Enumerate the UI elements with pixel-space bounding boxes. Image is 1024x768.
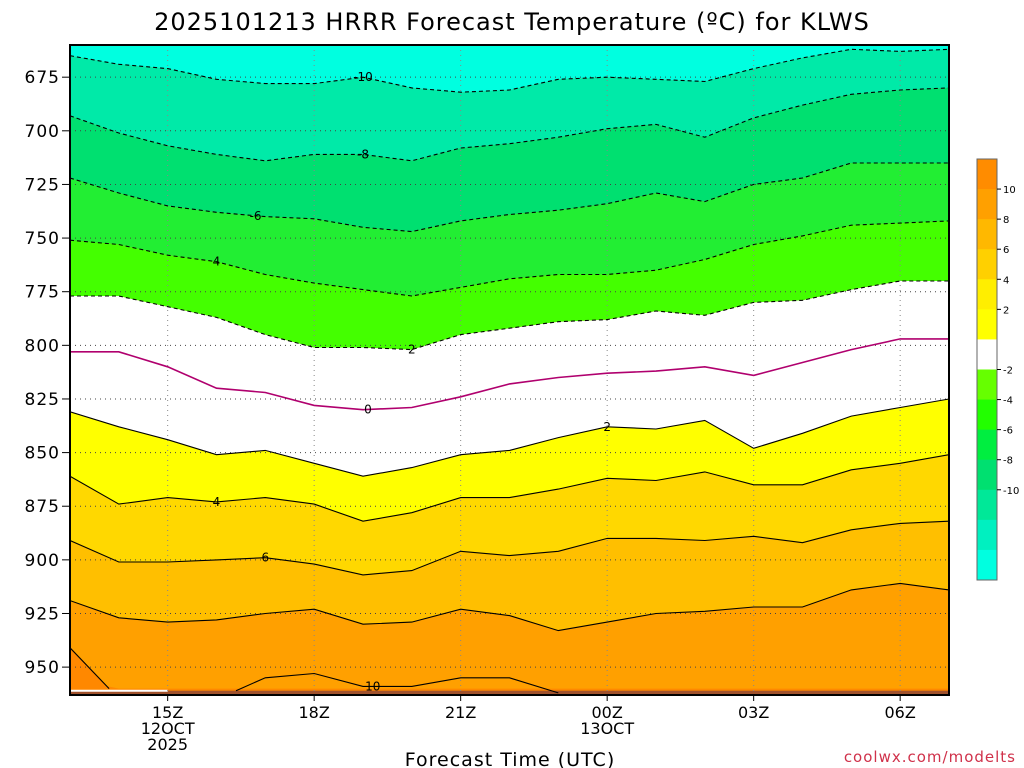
colorbar-swatch	[977, 339, 997, 370]
x-tick-label: 2025	[147, 735, 188, 754]
x-tick-label: 15Z	[152, 703, 183, 722]
colorbar-swatch	[977, 219, 997, 250]
band-4-6	[70, 454, 949, 575]
grid-lines	[70, 45, 949, 695]
contour-line-0	[70, 338, 949, 411]
colorbar-swatch	[977, 399, 997, 431]
colorbar-label: 8	[1003, 215, 1009, 226]
x-tick-label: 06Z	[885, 703, 916, 722]
y-axis: 675 700 725 750 775 800 825 850 875 900 925 950	[25, 68, 70, 678]
colorbar-swatch	[977, 249, 997, 280]
colorbar-swatch	[977, 519, 997, 551]
colorbar-label: 6	[1003, 245, 1009, 256]
contour-line-8	[70, 582, 949, 632]
contour-label-6: 6	[262, 551, 270, 565]
x-tick-label: 00Z	[592, 703, 623, 722]
contour-label--6: -6	[250, 209, 262, 223]
colorbar: 10 8 6 4 2 -2 -4 -6 -8 -10	[976, 158, 1019, 581]
contour-line--4	[70, 220, 949, 297]
band--8--6	[70, 87, 949, 232]
contour-line-10	[70, 647, 110, 689]
colorbar-swatch	[977, 369, 997, 401]
contour-line--2	[70, 280, 949, 351]
band--6--4	[70, 163, 949, 296]
y-tick-label: 775	[25, 283, 60, 303]
colorbar-swatch	[977, 279, 997, 310]
contour-label-2: 2	[603, 420, 611, 434]
band-0-2	[70, 338, 949, 477]
contour-line--6	[70, 162, 949, 233]
colorbar-swatch	[977, 549, 997, 581]
y-tick-label: 675	[25, 68, 60, 88]
band-2-4	[70, 399, 949, 522]
colorbar-swatch	[977, 189, 997, 220]
contour-label-10: 10	[365, 679, 380, 693]
ground-layer	[70, 689, 949, 695]
colorbar-swatch	[977, 159, 997, 190]
x-tick-label: 21Z	[445, 703, 476, 722]
y-tick-label: 725	[25, 175, 60, 195]
contour-lines	[70, 48, 949, 694]
contour-label--2: 2	[408, 343, 416, 357]
plot-frame	[69, 44, 950, 696]
band--4--2	[70, 220, 949, 350]
contour-labels: -10 -8 -6 4 2 0 2 4 6 10	[213, 70, 611, 693]
contour-line-10-b	[235, 672, 559, 694]
contour-label--10: -10	[353, 70, 373, 84]
colorbar-swatch	[977, 429, 997, 461]
y-tick-label: 925	[25, 604, 60, 624]
contour-line-2	[70, 398, 949, 477]
y-tick-label: 875	[25, 497, 60, 517]
contour-line--8	[70, 87, 949, 162]
y-tick-label: 900	[25, 551, 60, 571]
colorbar-swatch	[977, 459, 997, 491]
contour-line-4	[70, 454, 949, 522]
x-axis-label: Forecast Time (UTC)	[405, 749, 615, 768]
x-tick-label: 03Z	[738, 703, 769, 722]
y-tick-label: 825	[25, 390, 60, 410]
band-top--10	[70, 45, 949, 93]
contour-label-0: 0	[364, 402, 372, 416]
y-tick-label: 750	[25, 229, 60, 249]
colorbar-swatch	[977, 489, 997, 521]
colorbar-label: -4	[1003, 396, 1013, 407]
contour-label--8: -8	[357, 147, 369, 161]
contour-label--4: 4	[213, 255, 221, 269]
band--2-0	[70, 281, 949, 410]
colorbar-label: 2	[1003, 305, 1009, 316]
colorbar-label: 4	[1003, 275, 1009, 286]
temperature-fill-bands	[70, 45, 949, 695]
y-tick-label: 950	[25, 658, 60, 678]
colorbar-label: -10	[1003, 486, 1019, 497]
contour-line--10	[70, 48, 949, 93]
credit-link[interactable]: coolwx.com/modelts	[844, 748, 1016, 766]
band--10--8	[70, 49, 949, 161]
y-tick-label: 800	[25, 336, 60, 356]
contour-line-6	[70, 520, 949, 576]
band-6-8	[70, 521, 949, 631]
y-tick-label: 700	[25, 122, 60, 142]
y-tick-label: 850	[25, 444, 60, 464]
colorbar-label: -6	[1003, 426, 1013, 437]
x-tick-label: 18Z	[299, 703, 330, 722]
ground-rect	[70, 690, 949, 695]
chart-title: 2025101213 HRRR Forecast Temperature (ºC…	[154, 8, 870, 36]
contour-label-4: 4	[213, 495, 221, 509]
x-tick-label: 12OCT	[141, 719, 195, 738]
colorbar-swatch	[977, 309, 997, 340]
colorbar-label: -8	[1003, 456, 1013, 467]
colorbar-label: -2	[1003, 366, 1013, 377]
x-tick-label: 13OCT	[580, 719, 634, 738]
colorbar-label: 10	[1003, 185, 1016, 196]
